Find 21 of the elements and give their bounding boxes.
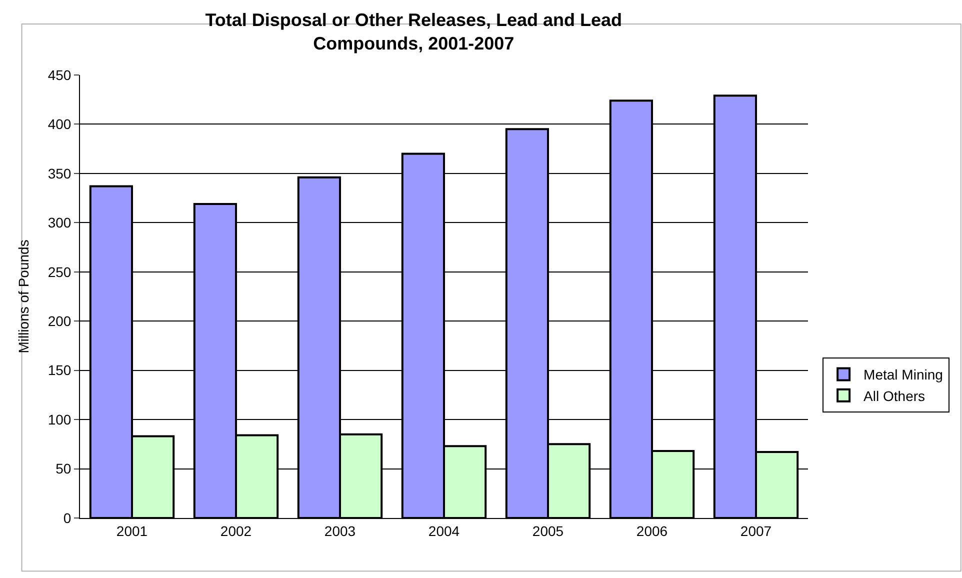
y-tick-label: 250 (48, 264, 72, 280)
x-tick-label: 2006 (636, 522, 668, 539)
legend-label: Metal Mining (864, 366, 943, 383)
y-tick-label: 350 (48, 165, 72, 182)
chart-title: Total Disposal or Other Releases, Lead and Lead Compounds, 2001-2007 (205, 10, 622, 54)
x-tick-label: 2001 (116, 522, 148, 539)
x-tick-label: 2005 (532, 522, 564, 539)
x-tick-label: 2007 (740, 522, 772, 539)
y-tick-label: 400 (48, 116, 72, 132)
y-tick-label: 450 (48, 66, 72, 83)
legend-label: All Others (864, 388, 926, 404)
x-tick-label: 2004 (428, 522, 460, 539)
x-tick-label: 2002 (220, 522, 252, 539)
x-tick-label: 2003 (324, 522, 356, 539)
y-tick-label: 300 (48, 214, 72, 231)
y-axis-title: Millions of Pounds (15, 240, 32, 354)
y-tick-label: 0 (63, 510, 72, 526)
y-tick-label: 100 (48, 411, 72, 428)
y-tick-label: 50 (56, 460, 72, 477)
y-tick-label: 150 (48, 362, 72, 378)
y-tick-label: 200 (48, 313, 72, 330)
